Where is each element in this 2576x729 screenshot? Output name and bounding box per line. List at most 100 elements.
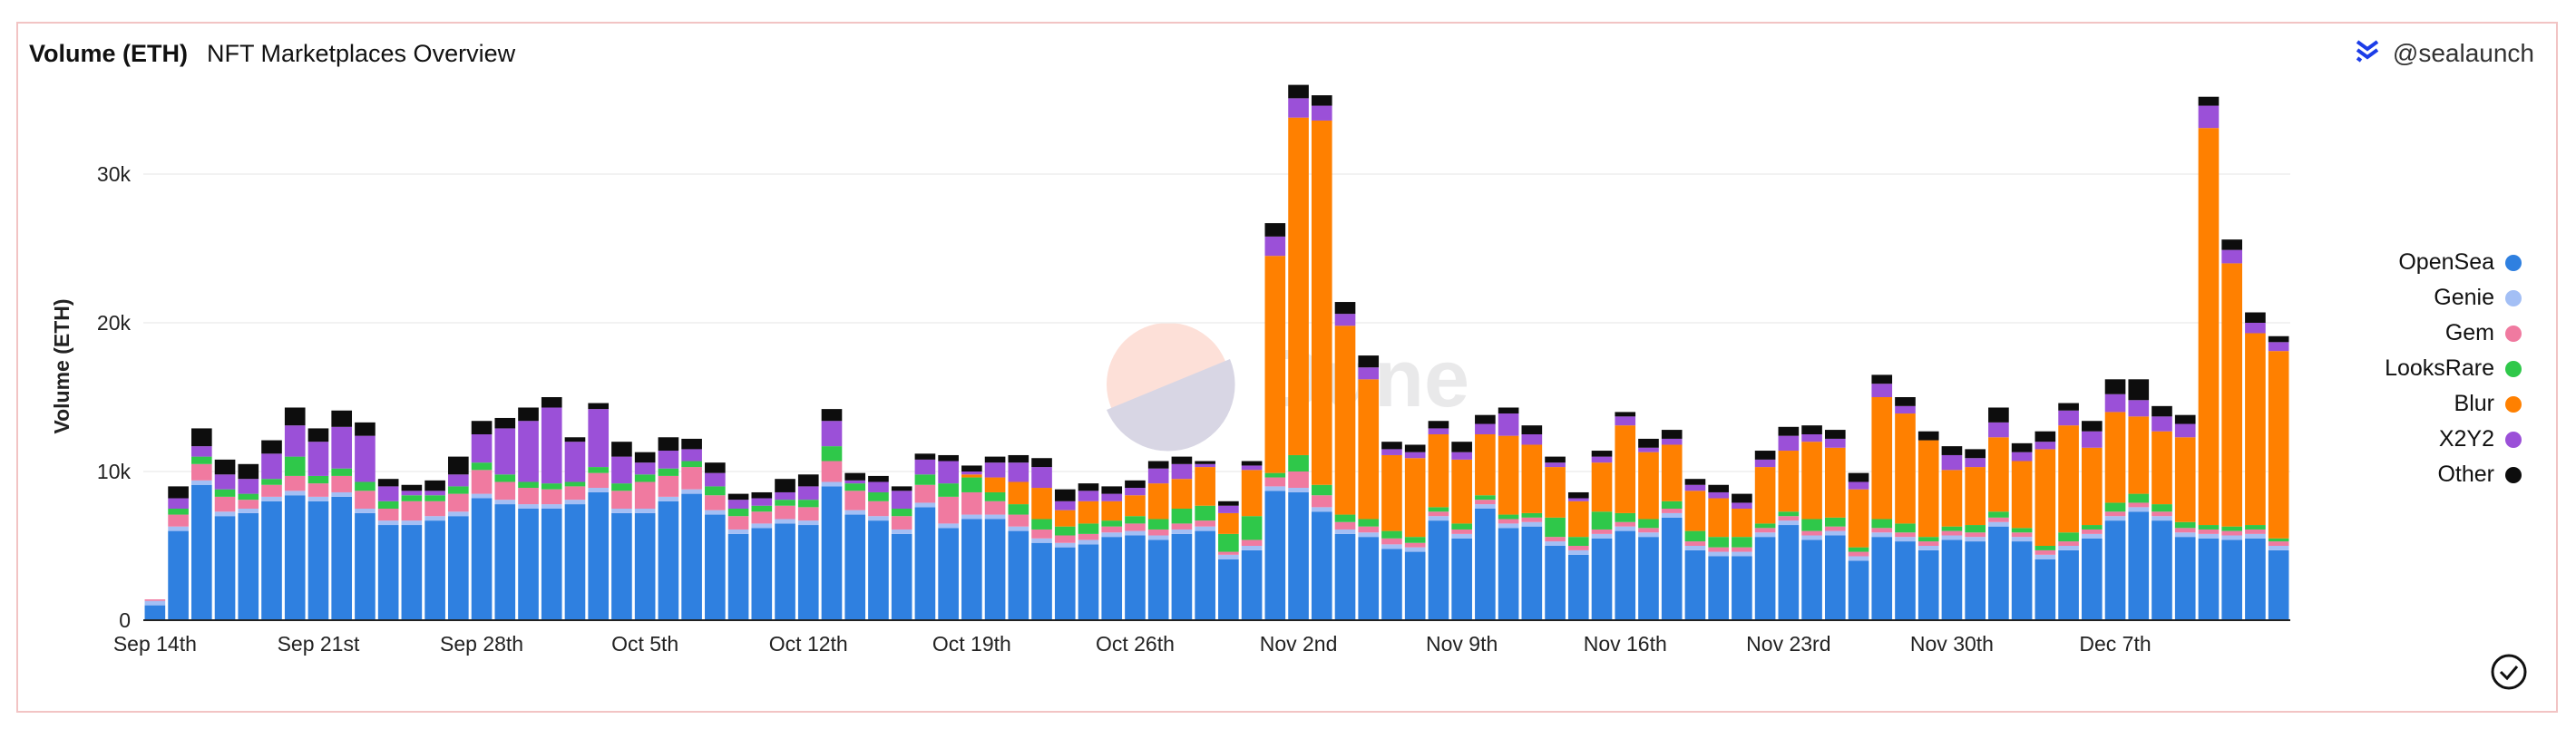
bar-segment-looksrare[interactable] (1638, 519, 1659, 529)
bar-stack[interactable] (355, 422, 376, 620)
bar-segment-blur[interactable] (1195, 467, 1215, 506)
bar-segment-gem[interactable] (494, 481, 516, 501)
bar-segment-gem[interactable] (238, 500, 259, 509)
bar-segment-genie[interactable] (2268, 546, 2289, 550)
bar-segment-x2y2[interactable] (518, 421, 539, 482)
bar-stack[interactable] (588, 403, 610, 620)
bar-segment-other[interactable] (261, 440, 282, 454)
bar-segment-x2y2[interactable] (377, 486, 399, 501)
bar-segment-other[interactable] (2268, 335, 2289, 343)
bar-segment-other[interactable] (1638, 438, 1659, 448)
bar-segment-x2y2[interactable] (238, 479, 259, 494)
bar-segment-opensea[interactable] (144, 605, 166, 620)
bar-segment-x2y2[interactable] (331, 426, 353, 469)
bar-segment-opensea[interactable] (751, 528, 773, 620)
bar-segment-x2y2[interactable] (751, 498, 773, 506)
bar-segment-opensea[interactable] (1615, 530, 1636, 620)
bar-segment-opensea[interactable] (1545, 546, 1566, 620)
legend-item-blur[interactable]: Blur (2358, 386, 2522, 422)
bar-stack[interactable] (984, 456, 1006, 620)
bar-stack[interactable] (1008, 454, 1029, 620)
bar-segment-other[interactable] (658, 437, 679, 452)
bar-segment-looksrare[interactable] (611, 483, 632, 491)
bar-segment-genie[interactable] (471, 493, 493, 499)
bar-segment-other[interactable] (1545, 456, 1566, 463)
bar-segment-genie[interactable] (1708, 551, 1729, 557)
bar-stack[interactable] (331, 410, 353, 620)
bar-segment-blur[interactable] (1521, 444, 1543, 513)
bar-segment-genie[interactable] (1311, 507, 1332, 512)
bar-stack[interactable] (1708, 484, 1729, 620)
bar-stack[interactable] (284, 407, 306, 620)
bar-segment-opensea[interactable] (1965, 541, 1986, 620)
bar-segment-looksrare[interactable] (1824, 517, 1846, 527)
bar-segment-looksrare[interactable] (1778, 511, 1800, 517)
bar-segment-genie[interactable] (1125, 530, 1146, 536)
bar-segment-gem[interactable] (1218, 551, 1239, 555)
bar-segment-x2y2[interactable] (1311, 105, 1332, 121)
bar-segment-other[interactable] (1732, 493, 1752, 503)
bar-segment-gem[interactable] (1498, 519, 1519, 524)
bar-segment-x2y2[interactable] (1567, 498, 1589, 501)
bar-segment-blur[interactable] (1732, 509, 1752, 538)
bar-stack[interactable] (2198, 96, 2220, 620)
bar-segment-x2y2[interactable] (588, 409, 610, 468)
bar-segment-blur[interactable] (2245, 333, 2266, 526)
bar-segment-x2y2[interactable] (2245, 323, 2266, 334)
bar-segment-opensea[interactable] (2081, 538, 2103, 620)
bar-stack[interactable] (1031, 458, 1052, 620)
bar-segment-other[interactable] (377, 479, 399, 487)
bar-segment-looksrare[interactable] (1101, 520, 1123, 527)
bar-stack[interactable] (1264, 223, 1286, 620)
bar-segment-other[interactable] (424, 480, 445, 491)
bar-segment-x2y2[interactable] (1615, 416, 1636, 426)
bar-segment-opensea[interactable] (1218, 559, 1239, 620)
bar-segment-blur[interactable] (1941, 470, 1963, 527)
bar-stack[interactable] (1147, 461, 1169, 620)
bar-segment-gem[interactable] (1311, 495, 1332, 508)
bar-segment-x2y2[interactable] (1801, 434, 1822, 442)
bar-stack[interactable] (168, 486, 189, 620)
bar-segment-opensea[interactable] (1195, 530, 1215, 620)
bar-segment-looksrare[interactable] (214, 489, 236, 497)
bar-segment-other[interactable] (1941, 446, 1963, 455)
bar-stack[interactable] (1381, 442, 1402, 620)
bar-segment-opensea[interactable] (797, 525, 819, 620)
bar-stack[interactable] (1311, 95, 1332, 620)
bar-segment-genie[interactable] (2221, 535, 2242, 540)
bar-segment-other[interactable] (2152, 405, 2172, 417)
bar-segment-x2y2[interactable] (261, 453, 282, 480)
bar-segment-looksrare[interactable] (681, 461, 702, 468)
bar-segment-other[interactable] (284, 407, 306, 426)
bar-segment-gem[interactable] (1475, 500, 1496, 505)
bar-segment-looksrare[interactable] (355, 481, 376, 491)
bar-segment-other[interactable] (564, 437, 586, 442)
bar-segment-gem[interactable] (634, 481, 656, 509)
bar-segment-x2y2[interactable] (611, 456, 632, 484)
bar-segment-opensea[interactable] (1917, 549, 1939, 620)
bar-segment-looksrare[interactable] (2245, 525, 2266, 530)
bar-segment-genie[interactable] (1288, 488, 1309, 492)
bar-segment-gem[interactable] (751, 511, 773, 524)
bar-stack[interactable] (1475, 414, 1496, 620)
bar-segment-opensea[interactable] (261, 501, 282, 620)
bar-segment-other[interactable] (2104, 379, 2126, 394)
bar-segment-x2y2[interactable] (658, 451, 679, 469)
bar-segment-opensea[interactable] (2011, 541, 2033, 620)
bar-segment-x2y2[interactable] (1684, 484, 1706, 491)
bar-segment-other[interactable] (891, 486, 912, 491)
bar-segment-looksrare[interactable] (1288, 454, 1309, 471)
bar-segment-opensea[interactable] (1031, 542, 1052, 620)
bar-stack[interactable] (1545, 456, 1566, 620)
bar-segment-looksrare[interactable] (401, 495, 423, 501)
bar-segment-other[interactable] (355, 422, 376, 436)
bar-segment-other[interactable] (775, 479, 795, 492)
bar-segment-looksrare[interactable] (168, 509, 189, 515)
legend-item-x2y2[interactable]: X2Y2 (2358, 422, 2522, 457)
bar-segment-looksrare[interactable] (2268, 538, 2289, 542)
bar-segment-x2y2[interactable] (1475, 423, 1496, 434)
bar-segment-looksrare[interactable] (1754, 523, 1776, 529)
bar-segment-genie[interactable] (1545, 541, 1566, 546)
bar-segment-gem[interactable] (1917, 541, 1939, 546)
bar-segment-gem[interactable] (448, 493, 469, 512)
